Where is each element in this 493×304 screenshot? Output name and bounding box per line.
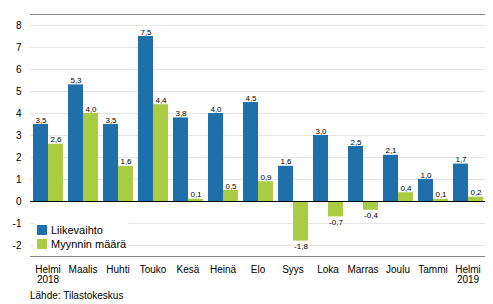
svg-text:-1,8: -1,8 (294, 242, 308, 251)
svg-text:0,2: 0,2 (470, 188, 482, 197)
svg-text:7,5: 7,5 (140, 28, 152, 37)
svg-text:Tammi: Tammi (418, 264, 447, 275)
html-text:Myynnin määrä: Myynnin määrä (51, 238, 127, 250)
svg-text:4,0: 4,0 (210, 105, 222, 114)
svg-text:0,1: 0,1 (435, 190, 447, 199)
svg-text:Touko: Touko (140, 264, 167, 275)
svg-text:0,9: 0,9 (260, 173, 272, 182)
svg-text:Loka: Loka (317, 264, 339, 275)
svg-text:3: 3 (16, 130, 22, 141)
svg-text:1,0: 1,0 (420, 171, 432, 180)
svg-text:1,6: 1,6 (280, 157, 292, 166)
svg-text:2,6: 2,6 (50, 135, 62, 144)
svg-text:Joulu: Joulu (386, 264, 410, 275)
svg-text:0,5: 0,5 (225, 182, 237, 191)
svg-text:2,1: 2,1 (385, 146, 397, 155)
svg-text:5: 5 (16, 86, 22, 97)
svg-text:1,7: 1,7 (455, 155, 467, 164)
svg-text:Elo: Elo (251, 264, 266, 275)
svg-text:Helmi2018: Helmi2018 (35, 264, 61, 285)
svg-text:3,5: 3,5 (35, 116, 47, 125)
svg-text:1,6: 1,6 (120, 157, 132, 166)
svg-text:4,0: 4,0 (85, 105, 97, 114)
svg-text:6: 6 (16, 64, 22, 75)
svg-text:-0,7: -0,7 (329, 218, 343, 227)
svg-text:4: 4 (16, 108, 22, 119)
svg-text:1: 1 (16, 174, 22, 185)
svg-text:Marras: Marras (347, 264, 378, 275)
svg-text:0: 0 (16, 196, 22, 207)
svg-text:3,0: 3,0 (315, 127, 327, 136)
svg-text:-2: -2 (13, 240, 22, 251)
svg-text:2: 2 (16, 152, 22, 163)
svg-text:-0,4: -0,4 (364, 211, 378, 220)
svg-text:Helmi2019: Helmi2019 (455, 264, 481, 285)
html-text:Lähde: Tilastokeskus: Lähde: Tilastokeskus (30, 290, 124, 301)
svg-text:3,8: 3,8 (175, 109, 187, 118)
svg-text:4,4: 4,4 (155, 96, 167, 105)
svg-text:Huhti: Huhti (106, 264, 129, 275)
svg-text:Maalis: Maalis (69, 264, 98, 275)
svg-text:Kesä: Kesä (177, 264, 200, 275)
svg-text:0,4: 0,4 (400, 184, 412, 193)
svg-text:Syys: Syys (282, 264, 304, 275)
svg-text:8: 8 (16, 20, 22, 31)
svg-text:5,3: 5,3 (70, 76, 82, 85)
svg-text:Heinä: Heinä (210, 264, 237, 275)
svg-text:4,5: 4,5 (245, 94, 257, 103)
svg-text:7: 7 (16, 42, 22, 53)
svg-text:-1: -1 (13, 218, 22, 229)
svg-text:0,1: 0,1 (190, 190, 202, 199)
svg-text:3,5: 3,5 (105, 116, 117, 125)
svg-text:2,5: 2,5 (350, 138, 362, 147)
html-text:Liikevaihto: Liikevaihto (51, 224, 103, 236)
